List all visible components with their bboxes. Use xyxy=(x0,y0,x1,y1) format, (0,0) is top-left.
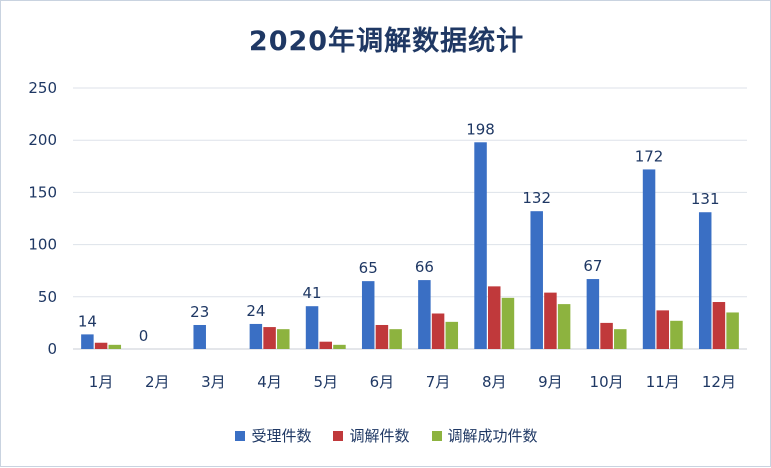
x-tick-label: 4月 xyxy=(257,373,282,391)
legend-label: 调解件数 xyxy=(349,427,410,445)
y-tick-label: 250 xyxy=(28,79,57,97)
bar xyxy=(94,342,108,349)
data-labels: 14 0 23 24 41 65 66 198 132 67 172 131 xyxy=(78,120,720,345)
bar xyxy=(263,327,276,349)
bar xyxy=(600,322,613,349)
bar xyxy=(319,341,332,349)
data-label: 41 xyxy=(303,284,322,302)
bar xyxy=(81,334,94,349)
legend-swatch xyxy=(333,430,344,441)
chart-title: 2020年调解数据统计 xyxy=(248,26,525,57)
x-tick-label: 2月 xyxy=(145,373,170,391)
data-label: 65 xyxy=(359,259,378,277)
bar xyxy=(670,320,683,349)
bar xyxy=(712,302,726,349)
x-tick-label: 6月 xyxy=(370,373,395,391)
data-label: 23 xyxy=(190,303,209,321)
bar xyxy=(193,324,206,349)
y-tick-label: 50 xyxy=(38,288,57,306)
x-tick-label: 8月 xyxy=(482,373,507,391)
x-tick-label: 11月 xyxy=(646,373,680,391)
bar xyxy=(642,169,656,349)
x-axis-ticks: 1月 2月 3月 4月 5月 6月 7月 8月 9月 10月 11月 12月 xyxy=(89,373,736,391)
data-label: 198 xyxy=(466,120,495,138)
data-label: 0 xyxy=(139,327,149,345)
legend-item: 调解成功件数 xyxy=(431,425,538,446)
legend-item: 调解件数 xyxy=(333,425,410,446)
data-label: 24 xyxy=(246,302,265,320)
legend-label: 受理件数 xyxy=(251,427,312,445)
y-axis-ticks: 0 50 100 150 200 250 xyxy=(28,79,57,358)
bar xyxy=(726,312,739,349)
y-tick-label: 200 xyxy=(28,131,57,149)
bar xyxy=(418,280,431,349)
y-tick-label: 0 xyxy=(47,340,57,358)
bar xyxy=(108,344,122,349)
data-label: 172 xyxy=(635,147,664,165)
y-tick-label: 100 xyxy=(28,236,57,254)
bars xyxy=(81,142,739,349)
x-tick-label: 7月 xyxy=(426,373,451,391)
bar xyxy=(530,211,543,349)
bar xyxy=(698,212,712,349)
gridlines xyxy=(73,87,747,350)
bar xyxy=(544,292,557,349)
bar xyxy=(305,306,319,349)
bar xyxy=(333,344,346,349)
bar xyxy=(501,297,515,349)
bar xyxy=(586,279,600,349)
y-tick-label: 150 xyxy=(28,183,57,201)
x-tick-label: 12月 xyxy=(702,373,736,391)
bar xyxy=(389,329,402,349)
legend-swatch xyxy=(235,430,246,441)
bar xyxy=(488,286,501,349)
bar xyxy=(375,324,389,349)
x-tick-label: 10月 xyxy=(590,373,624,391)
legend: 受理件数 调解件数 调解成功件数 xyxy=(1,425,771,446)
x-tick-label: 9月 xyxy=(538,373,563,391)
x-tick-label: 3月 xyxy=(201,373,226,391)
bar xyxy=(614,329,627,349)
bar xyxy=(557,304,571,349)
legend-label: 调解成功件数 xyxy=(447,427,538,445)
legend-item: 受理件数 xyxy=(235,425,311,446)
data-label: 66 xyxy=(415,258,434,276)
data-label: 132 xyxy=(522,189,551,207)
data-label: 67 xyxy=(583,257,602,275)
x-tick-label: 5月 xyxy=(313,373,338,391)
bar xyxy=(474,142,487,349)
bar xyxy=(445,321,459,349)
bar xyxy=(249,323,263,349)
data-label: 131 xyxy=(691,190,720,208)
bar xyxy=(361,281,375,349)
bar xyxy=(656,310,669,349)
x-tick-label: 1月 xyxy=(89,373,114,391)
data-label: 14 xyxy=(78,312,97,330)
bar xyxy=(277,329,290,349)
bar xyxy=(431,313,445,349)
legend-swatch xyxy=(431,430,442,441)
